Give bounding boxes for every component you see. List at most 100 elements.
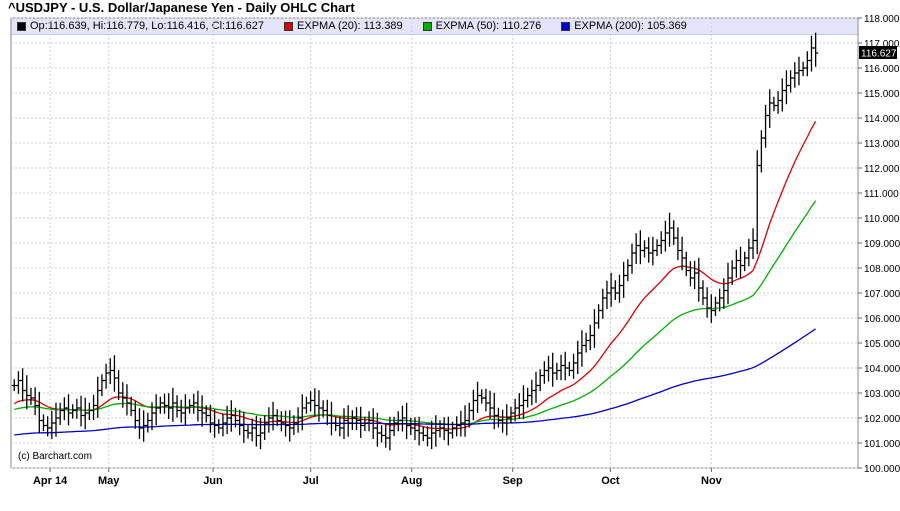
y-tick-label: 110.000 <box>864 214 900 225</box>
x-tick-label: Jun <box>203 475 223 487</box>
ohlc-bar <box>558 354 564 381</box>
y-tick-label: 118.000 <box>864 14 900 25</box>
ohlc-bar <box>36 391 42 433</box>
x-tick-label: Jul <box>303 475 319 487</box>
ohlc-bar <box>212 409 218 438</box>
ohlc-bar <box>162 393 168 414</box>
ohlc-bar <box>541 361 547 384</box>
ohlc-bar <box>24 375 30 410</box>
ohlc-bar <box>95 376 101 418</box>
y-tick-label: 107.000 <box>864 289 900 300</box>
legend-label-ema50: EXPMA (50): 110.276 <box>435 20 542 32</box>
ohlc-bar <box>28 387 34 405</box>
ema-20-line <box>13 120 817 430</box>
ohlc-bar <box>445 416 451 446</box>
y-tick-label: 117.000 <box>864 39 900 50</box>
ohlc-bar <box>612 280 618 300</box>
ohlc-bar <box>571 353 577 379</box>
ohlc-bar <box>74 398 80 419</box>
legend-item-ema50: EXPMA (50): 110.276 <box>422 20 542 32</box>
ohlc-bar <box>696 257 702 302</box>
ohlc-bar <box>646 237 652 263</box>
y-tick-label: 104.000 <box>864 364 900 375</box>
legend-label-ema20: EXPMA (20): 113.389 <box>297 20 403 32</box>
y-tick-label: 115.000 <box>864 89 900 100</box>
ohlc-bar <box>758 130 764 173</box>
plot-frame <box>10 17 859 469</box>
ohlc-bar <box>308 391 314 412</box>
ohlc-bar <box>750 228 756 260</box>
ohlc-bar <box>195 390 201 422</box>
ohlc-bar <box>470 389 476 421</box>
ohlc-bar <box>671 220 677 245</box>
ohlc-bar <box>763 104 769 148</box>
last-price-label: 116.627 <box>861 49 897 60</box>
ohlc-bar <box>500 409 506 433</box>
ohlc-bar <box>637 230 643 265</box>
y-tick-label: 100.000 <box>864 464 900 475</box>
y-tick-label: 105.000 <box>864 339 900 350</box>
ohlc-bar <box>692 260 698 290</box>
ohlc-bar <box>53 402 59 437</box>
ohlc-bar <box>345 405 351 437</box>
x-axis: Apr 14 May Jun Jul Aug Sep Oct Nov <box>33 468 723 487</box>
legend-item-ema200: EXPMA (200): 105.369 <box>561 20 687 32</box>
ohlc-bar <box>575 340 581 375</box>
ohlc-bar <box>70 404 76 419</box>
ohlc-bar <box>537 369 543 392</box>
copyright-text: (c) Barchart.com <box>18 451 92 462</box>
ohlc-bar <box>145 412 151 433</box>
y-tick-label: 103.000 <box>864 389 900 400</box>
ohlc-bar <box>566 361 572 377</box>
ohlc-bar <box>383 424 389 448</box>
ohlc-bar <box>616 274 622 303</box>
ohlc-bar <box>324 399 330 426</box>
ohlc-bar <box>475 381 481 413</box>
ohlc-bar <box>237 409 243 436</box>
ohlc-bar <box>316 390 322 422</box>
ohlc-bar <box>249 418 255 442</box>
ohlc-bars-layer <box>11 32 819 451</box>
ohlc-bar <box>366 411 372 432</box>
ohlc-bar <box>111 355 117 392</box>
ohlc-bar <box>429 420 435 450</box>
ohlc-bar <box>587 324 593 351</box>
ohlc-bar <box>525 387 531 408</box>
legend-bar: Op:116.639, Hi:116.779, Lo:116.416, Cl:1… <box>11 18 858 35</box>
ohlc-bar <box>78 395 84 427</box>
ohlc-bar <box>15 371 21 394</box>
grid-layer <box>11 17 858 469</box>
ohlc-bar <box>157 396 163 414</box>
ohlc-bar <box>621 261 627 298</box>
ohlc-bar <box>562 351 568 381</box>
ohlc-bar <box>399 405 405 432</box>
ohlc-bar <box>771 96 777 112</box>
legend-swatch-ema20 <box>284 21 294 31</box>
ohlc-bar <box>604 280 610 310</box>
ohlc-bar <box>813 32 819 67</box>
ohlc-bar <box>591 309 597 348</box>
ohlc-bar <box>704 287 710 318</box>
ohlc-bar <box>337 416 343 437</box>
ohlc-bar <box>358 406 364 438</box>
ohlc-bar <box>178 399 184 423</box>
ohlc-bar <box>529 379 535 406</box>
ohlc-bar <box>312 388 318 417</box>
ohlc-bar <box>420 426 426 442</box>
ohlc-bar <box>40 414 46 432</box>
ohlc-bar <box>328 401 334 436</box>
ohlc-bar <box>608 272 614 307</box>
ema-50-line <box>14 200 817 426</box>
ohlc-bar <box>662 220 668 252</box>
ohlc-bar <box>262 415 268 440</box>
y-tick-label: 112.000 <box>864 164 900 175</box>
legend-swatch-ema200 <box>561 21 571 31</box>
ohlc-bar <box>642 240 648 258</box>
y-axis: 118.000 117.000 116.000 115.000 114.000 113.0… <box>858 14 900 475</box>
ohlc-bar <box>767 89 773 128</box>
ohlc-bar <box>136 408 142 440</box>
x-tick-label: Oct <box>601 475 620 487</box>
ohlc-bar <box>303 396 309 414</box>
ohlc-bar <box>387 416 393 451</box>
